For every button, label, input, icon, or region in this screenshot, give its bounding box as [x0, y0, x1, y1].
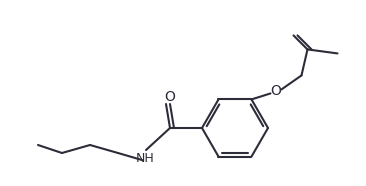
Text: NH: NH	[136, 152, 154, 164]
Text: O: O	[270, 84, 281, 98]
Text: O: O	[165, 90, 175, 104]
